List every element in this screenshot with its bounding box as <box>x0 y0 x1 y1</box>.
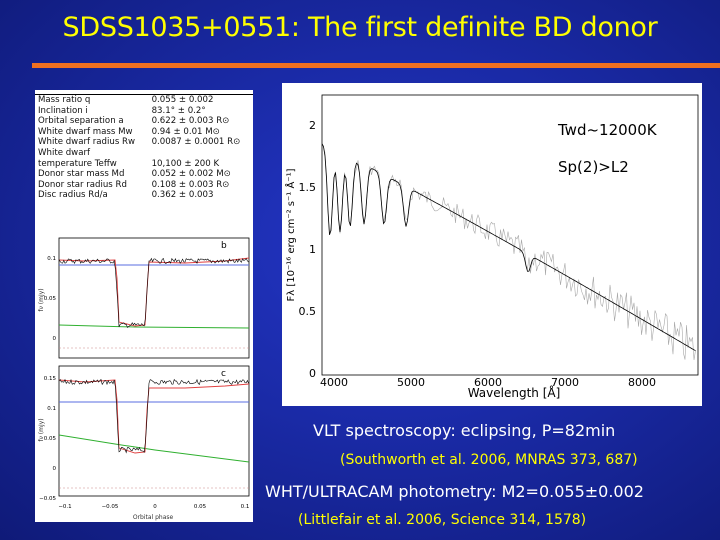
spectrum-figure: 4000 5000 6000 7000 8000 0 0.5 1 1.5 2 Wavelengt… <box>282 83 702 406</box>
lightcurve-b-frame <box>58 237 250 359</box>
spectrum-xlabel: Wavelength [Å] <box>468 385 561 400</box>
param-name: White dwarf mass Mw <box>38 126 133 137</box>
spectrum-x-ticks: 4000 5000 6000 7000 8000 <box>320 376 656 389</box>
spectrum-x-tick-label: 6000 <box>474 376 502 389</box>
param-value: 0.94 ± 0.01 M⊙ <box>151 126 220 137</box>
caption-vlt: VLT spectroscopy: eclipsing, P=82min <box>313 421 616 440</box>
param-name: Donor star radius Rd <box>38 179 127 190</box>
spectrum-x-tick-label: 4000 <box>320 376 348 389</box>
lightcurve-c-data <box>58 378 249 454</box>
lightcurve-x-tick-label: −0.1 <box>58 504 71 510</box>
panel-label-c: c <box>221 369 226 379</box>
annotation-spectral-type: Sp(2)>L2 <box>558 158 629 176</box>
slide-title: SDSS1035+0551: The first definite BD don… <box>62 12 658 43</box>
param-value: 0.108 ± 0.003 R⊙ <box>151 179 230 190</box>
spectrum-y-tick-label: 1.5 <box>299 181 317 194</box>
caption-southworth: (Southworth et al. 2006, MNRAS 373, 687) <box>340 452 638 468</box>
lightcurve-b-ylabel: fν (mJy) <box>38 288 45 311</box>
param-value <box>149 148 253 159</box>
lightcurve-y-ticks: 0.1 0.05 0 0.15 0.1 0.05 0 −0.05 <box>39 256 56 502</box>
param-row: White dwarf mass Mw 0.94 ± 0.01 M⊙ <box>35 127 253 138</box>
param-value: 0.052 ± 0.002 M⊙ <box>151 169 231 180</box>
caption-littlefair: (Littlefair et al. 2006, Science 314, 15… <box>298 512 587 528</box>
param-value: 0.362 ± 0.003 <box>151 190 214 201</box>
lightcurve-x-ticks: −0.1 −0.05 0 0.05 0.1 <box>58 504 249 510</box>
lightcurve-x-tick-label: 0.1 <box>241 504 250 510</box>
param-row: White dwarf <box>35 148 253 159</box>
spectrum-x-tick-label: 8000 <box>628 376 656 389</box>
lightcurve-c-model-green <box>58 434 250 463</box>
lightcurve-c-y-tick-label: −0.05 <box>39 496 56 502</box>
param-name: White dwarf <box>38 147 91 158</box>
param-value: 0.055 ± 0.002 <box>151 95 214 105</box>
spectrum-y-ticks: 0 0.5 1 1.5 2 <box>299 119 317 380</box>
lightcurve-c-ylabel: fν (mJy) <box>38 418 45 441</box>
lightcurve-c-y-tick-label: 0.1 <box>47 406 56 412</box>
spectrum-x-tick-label: 7000 <box>551 376 579 389</box>
lightcurve-xlabel: Orbital phase <box>133 514 174 521</box>
spectrum-observed <box>321 143 696 361</box>
params-table-grid: Mass ratio q 0.055 ± 0.002 Inclination i 83… <box>35 94 253 201</box>
lightcurve-x-tick-label: 0 <box>153 504 157 510</box>
param-name: White dwarf radius Rw <box>38 137 136 148</box>
param-row: temperature Teffw 10,100 ± 200 K <box>35 159 253 170</box>
param-row: Inclination i 83.1° ± 0.2° <box>35 106 253 117</box>
param-name: Inclination i <box>38 105 88 116</box>
param-name: Disc radius Rd/a <box>38 190 108 201</box>
param-name: temperature Teffw <box>38 158 117 169</box>
lightcurve-b-data <box>58 257 249 328</box>
lightcurve-b-y-tick-label: 0 <box>53 336 57 342</box>
param-value: 10,100 ± 200 K <box>151 158 220 169</box>
panel-label-b: b <box>221 241 227 251</box>
lightcurve-plot: b c Orbital phase fν (mJy) fν (mJy) −0.1… <box>38 237 250 521</box>
lightcurve-c-y-tick-label: 0.15 <box>44 376 57 382</box>
lightcurve-c-y-tick-label: 0.05 <box>44 436 57 442</box>
param-row: Orbital separation a 0.622 ± 0.003 R⊙ <box>35 116 253 127</box>
param-value: 0.622 ± 0.003 R⊙ <box>151 116 230 127</box>
parameters-table: Mass ratio q 0.055 ± 0.002 Inclination i 83… <box>35 90 253 230</box>
spectrum-frame <box>321 94 699 376</box>
param-value: 83.1° ± 0.2° <box>151 105 206 116</box>
spectrum-y-tick-label: 0.5 <box>299 305 317 318</box>
annotation-twd: Twd~12000K <box>558 121 657 139</box>
lightcurve-figure: b c Orbital phase fν (mJy) fν (mJy) −0.1… <box>35 230 253 522</box>
spectrum-y-tick-label: 0 <box>309 367 316 380</box>
param-row: Donor star mass Md 0.052 ± 0.002 M⊙ <box>35 169 253 180</box>
spectrum-y-tick-label: 1 <box>309 243 316 256</box>
spectrum-plot: 4000 5000 6000 7000 8000 0 0.5 1 1.5 2 Wavelengt… <box>284 94 699 400</box>
param-row: White dwarf radius Rw 0.0087 ± 0.0001 R⊙ <box>35 137 253 148</box>
lightcurve-b-model-green <box>58 324 250 329</box>
param-row: Disc radius Rd/a 0.362 ± 0.003 <box>35 190 253 201</box>
lightcurve-c-model-red <box>58 379 250 454</box>
lightcurve-b-y-tick-label: 0.1 <box>47 256 56 262</box>
param-row: Donor star radius Rd 0.108 ± 0.003 R⊙ <box>35 180 253 191</box>
param-name: Mass ratio q <box>38 95 91 105</box>
spectrum-ylabel: Fλ [10⁻¹⁶ erg cm⁻² s⁻¹ Å⁻¹] <box>284 168 297 301</box>
param-value: 0.0087 ± 0.0001 R⊙ <box>151 137 241 148</box>
lightcurve-c-y-tick-label: 0 <box>53 466 57 472</box>
param-row: Mass ratio q 0.055 ± 0.002 <box>35 94 253 106</box>
spectrum-x-tick-label: 5000 <box>397 376 425 389</box>
lightcurve-x-tick-label: −0.05 <box>102 504 119 510</box>
spectrum-y-tick-label: 2 <box>309 119 316 132</box>
lightcurve-b-model-red <box>58 257 250 327</box>
lightcurve-b-y-tick-label: 0.05 <box>44 296 57 302</box>
param-name: Donor star mass Md <box>38 169 125 180</box>
caption-ultracam: WHT/ULTRACAM photometry: M2=0.055±0.002 <box>265 482 644 501</box>
lightcurve-c-frame <box>58 365 250 497</box>
title-rule <box>32 63 720 68</box>
lightcurve-x-tick-label: 0.05 <box>194 504 207 510</box>
spectrum-model <box>321 143 696 352</box>
param-name: Orbital separation a <box>38 116 124 127</box>
